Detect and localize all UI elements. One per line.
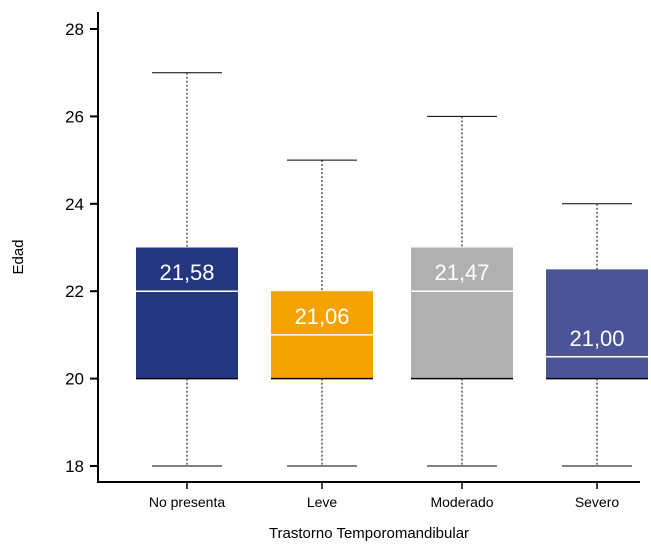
y-axis-ticks: 18 20 22 24 26 28 bbox=[65, 20, 98, 476]
x-axis-title: Trastorno Temporomandibular bbox=[269, 525, 469, 542]
y-tick-label: 18 bbox=[65, 457, 84, 476]
x-category-label: Severo bbox=[575, 494, 620, 510]
y-tick-label: 22 bbox=[65, 282, 84, 301]
y-tick-label: 24 bbox=[65, 195, 84, 214]
y-tick-label: 28 bbox=[65, 20, 84, 39]
box-group: 21,00 bbox=[546, 203, 648, 467]
x-axis-ticks: No presenta Leve Moderado Severo bbox=[149, 482, 620, 510]
box-group: 21,47 bbox=[411, 115, 513, 467]
y-tick-label: 26 bbox=[65, 107, 84, 126]
x-category-label: Moderado bbox=[430, 494, 493, 510]
mean-label: 21,58 bbox=[159, 260, 214, 285]
x-category-label: No presenta bbox=[149, 494, 225, 510]
mean-label: 21,06 bbox=[294, 304, 349, 329]
mean-label: 21,00 bbox=[569, 326, 624, 351]
box bbox=[136, 247, 238, 379]
plot-area: 21,58 21,06 21,47 21,00 bbox=[136, 72, 648, 467]
x-category-label: Leve bbox=[307, 494, 338, 510]
y-tick-label: 20 bbox=[65, 370, 84, 389]
box-group: 21,58 bbox=[136, 72, 238, 467]
box bbox=[411, 247, 513, 379]
box bbox=[546, 269, 648, 379]
y-axis-title: Edad bbox=[10, 239, 27, 274]
box-group: 21,06 bbox=[271, 159, 373, 467]
mean-label: 21,47 bbox=[434, 260, 489, 285]
